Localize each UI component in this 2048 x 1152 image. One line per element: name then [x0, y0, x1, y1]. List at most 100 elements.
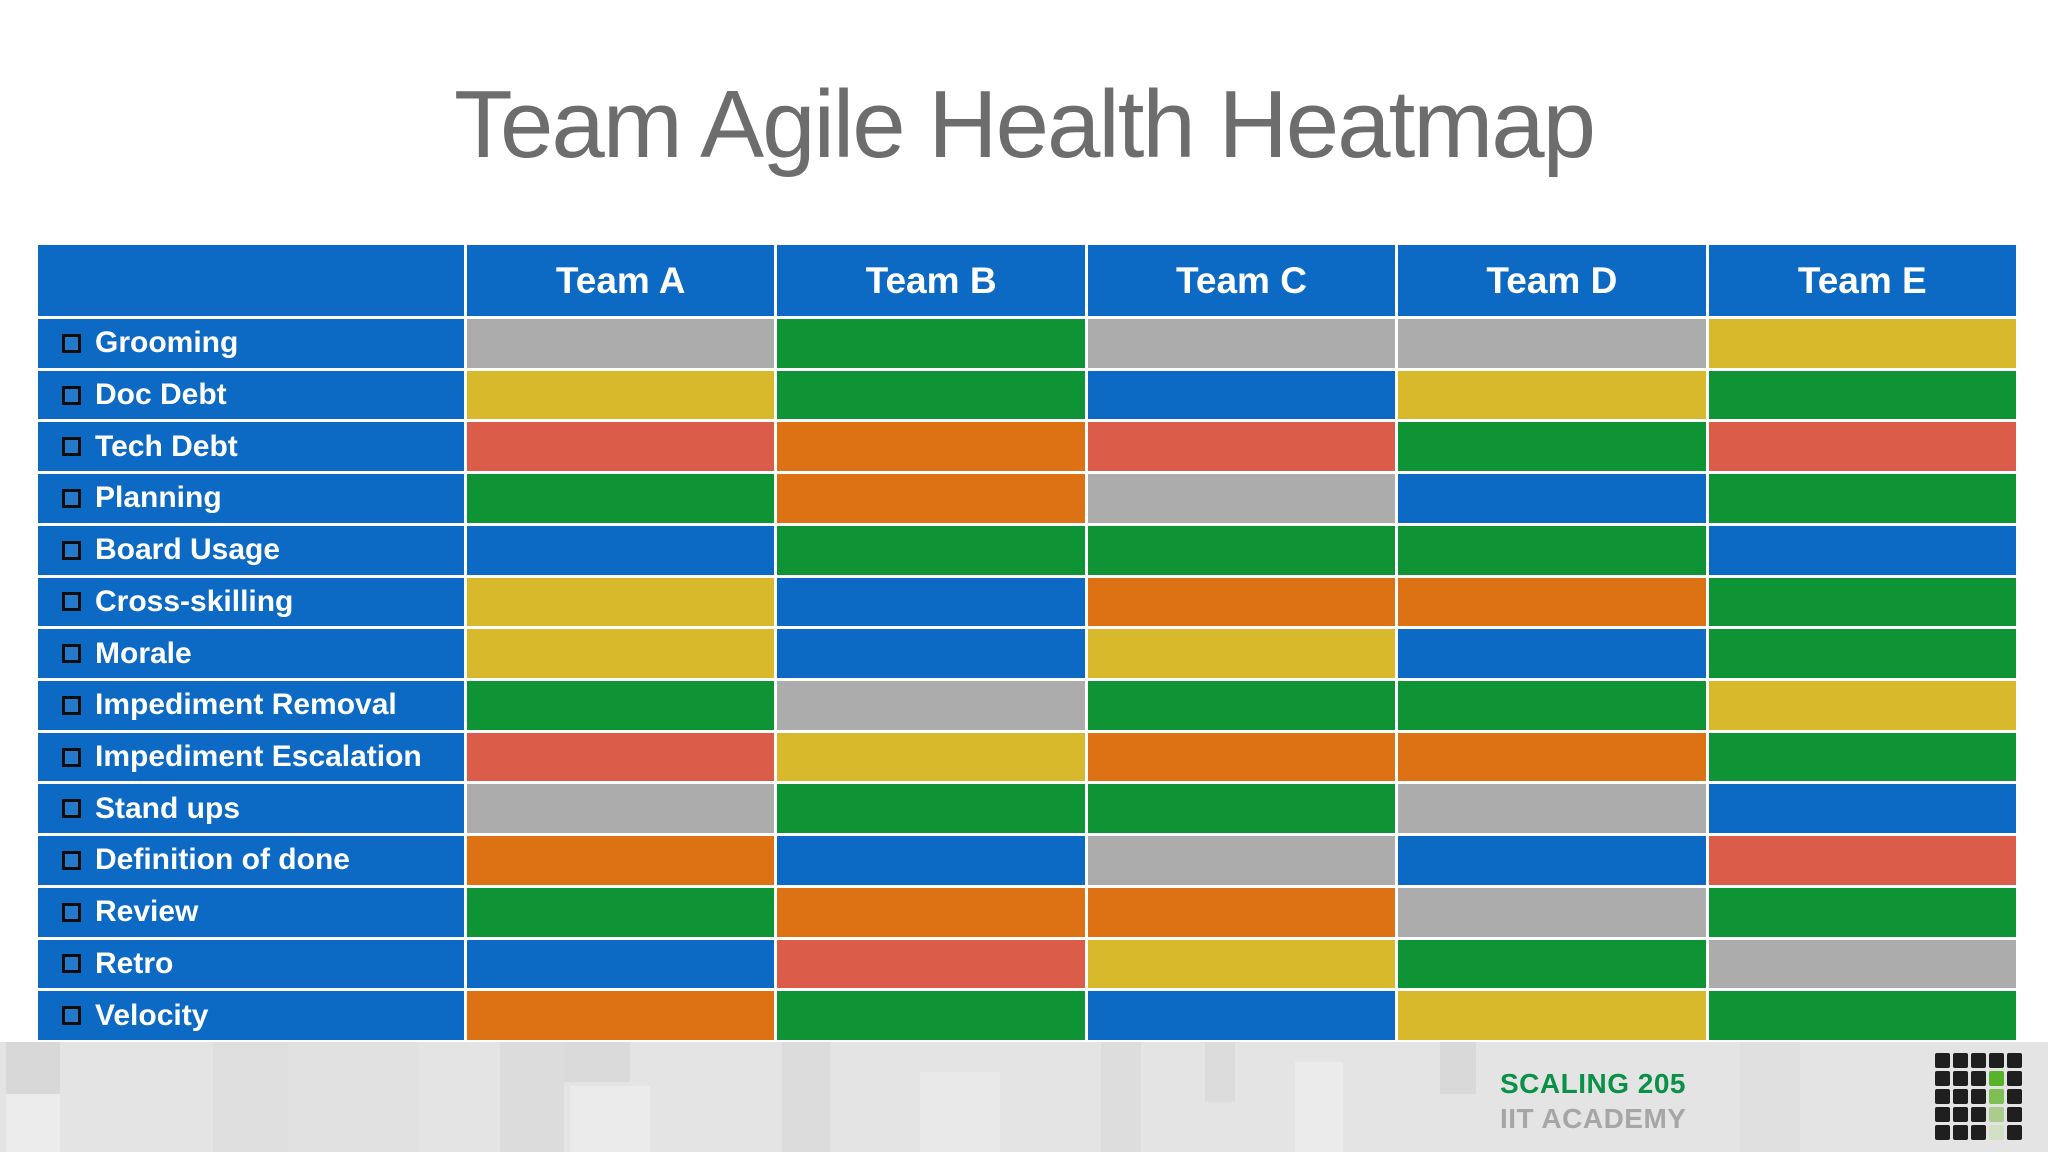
- heatmap-cell: [777, 319, 1085, 368]
- heatmap-cell: [777, 629, 1085, 678]
- heatmap-cell: [467, 370, 775, 420]
- row-label: Definition of done: [38, 836, 464, 885]
- row-label: Planning: [38, 474, 464, 523]
- heatmap-cell: [777, 370, 1085, 420]
- footer-pattern-block: [1205, 1042, 1235, 1102]
- footer-pattern-block: [920, 1072, 1000, 1152]
- logo-dark-square: [1935, 1089, 1950, 1104]
- row-label-text: Cross-skilling: [95, 584, 294, 618]
- row-label-text: Board Usage: [95, 533, 281, 567]
- row-label-text: Stand ups: [95, 791, 241, 825]
- row-label-text: Impediment Escalation: [95, 740, 422, 774]
- checkbox-bullet-icon: [62, 799, 81, 819]
- checkbox-bullet-icon: [62, 1006, 81, 1026]
- heatmap-cell: [1708, 939, 2016, 989]
- heatmap-cell: [467, 629, 775, 678]
- heatmap-cell: [1708, 525, 2016, 575]
- row-label-text: Grooming: [95, 326, 239, 360]
- heatmap-cell: [1398, 370, 1706, 420]
- logo-dark-square: [2007, 1125, 2022, 1140]
- row-label-text: Retro: [95, 946, 174, 980]
- footer-pattern-block: [564, 1042, 630, 1082]
- heatmap-cell: [467, 681, 775, 730]
- row-label: Cross-skilling: [38, 577, 464, 627]
- heatmap-cell: [1708, 629, 2016, 678]
- heatmap-cell: [777, 577, 1085, 627]
- heatmap-cell: [467, 422, 775, 472]
- organization-label: IIT ACADEMY: [1500, 1103, 1687, 1134]
- row-label-text: Planning: [95, 481, 222, 515]
- column-header: Team A: [467, 245, 775, 316]
- heatmap-cell: [1708, 319, 2016, 368]
- heatmap-cell: [1087, 836, 1396, 885]
- heatmap-cell: [777, 681, 1085, 730]
- row-label-text: Tech Debt: [95, 429, 238, 463]
- heatmap-cell: [777, 887, 1085, 937]
- heatmap-cell: [1087, 732, 1396, 782]
- checkbox-bullet-icon: [62, 747, 81, 767]
- heatmap-cell: [467, 939, 775, 989]
- heatmap-cell: [1087, 577, 1396, 627]
- heatmap-cell: [1087, 422, 1396, 472]
- heatmap-cell: [1087, 319, 1396, 368]
- logo-dark-square: [1971, 1071, 1986, 1086]
- logo-dark-square: [1971, 1125, 1986, 1140]
- checkbox-bullet-icon: [62, 333, 81, 353]
- logo-dark-square: [2007, 1089, 2022, 1104]
- heatmap-cell: [1087, 681, 1396, 730]
- heatmap-cell: [1708, 422, 2016, 472]
- heatmap-cell: [1398, 939, 1706, 989]
- table-corner-cell: [38, 245, 464, 316]
- checkbox-bullet-icon: [62, 644, 81, 664]
- checkbox-bullet-icon: [62, 437, 81, 457]
- logo-dark-square: [1935, 1071, 1950, 1086]
- row-label: Stand ups: [38, 784, 464, 834]
- logo-dark-square: [1935, 1125, 1950, 1140]
- logo-dark-square: [2007, 1071, 2022, 1086]
- checkbox-bullet-icon: [62, 954, 81, 974]
- logo-dark-square: [1953, 1125, 1968, 1140]
- footer-pattern-block: [6, 1094, 60, 1152]
- logo-dark-square: [2007, 1107, 2022, 1122]
- footer-pattern-block: [213, 1042, 288, 1152]
- row-label: Retro: [38, 939, 464, 989]
- heatmap-cell: [1398, 836, 1706, 885]
- row-label: Board Usage: [38, 525, 464, 575]
- heatmap-cell: [1708, 991, 2016, 1040]
- heatmap-cell: [1087, 939, 1396, 989]
- footer-pattern-block: [1295, 1062, 1343, 1152]
- heatmap-cell: [1087, 784, 1396, 834]
- row-label: Grooming: [38, 319, 464, 368]
- heatmap-cell: [777, 784, 1085, 834]
- heatmap-cell: [1398, 732, 1706, 782]
- column-header: Team C: [1087, 245, 1396, 316]
- logo-green-square: [1989, 1107, 2004, 1122]
- checkbox-bullet-icon: [62, 850, 81, 870]
- checkbox-bullet-icon: [62, 695, 81, 715]
- heatmap-cell: [1708, 732, 2016, 782]
- logo-dark-square: [1989, 1053, 2004, 1068]
- heatmap-cell: [777, 991, 1085, 1040]
- heatmap-cell: [1398, 887, 1706, 937]
- footer-pattern-block: [1740, 1042, 1800, 1152]
- heatmap-cell: [1708, 577, 2016, 627]
- column-header: Team B: [777, 245, 1085, 316]
- heatmap-cell: [1708, 681, 2016, 730]
- heatmap-cell: [1087, 991, 1396, 1040]
- logo-dark-square: [2007, 1053, 2022, 1068]
- heatmap-cell: [1398, 629, 1706, 678]
- heatmap-cell: [467, 732, 775, 782]
- footer-pattern-block: [1440, 1042, 1476, 1094]
- footer-pattern-block: [570, 1086, 650, 1152]
- heatmap-cell: [777, 836, 1085, 885]
- row-label-text: Doc Debt: [95, 378, 227, 412]
- heatmap-cell: [777, 939, 1085, 989]
- row-label: Tech Debt: [38, 422, 464, 472]
- logo-dark-square: [1971, 1089, 1986, 1104]
- heatmap-cell: [1708, 370, 2016, 420]
- row-label-text: Impediment Removal: [95, 688, 397, 722]
- checkbox-bullet-icon: [62, 902, 81, 922]
- heatmap-cell: [467, 991, 775, 1040]
- row-label: Impediment Removal: [38, 681, 464, 730]
